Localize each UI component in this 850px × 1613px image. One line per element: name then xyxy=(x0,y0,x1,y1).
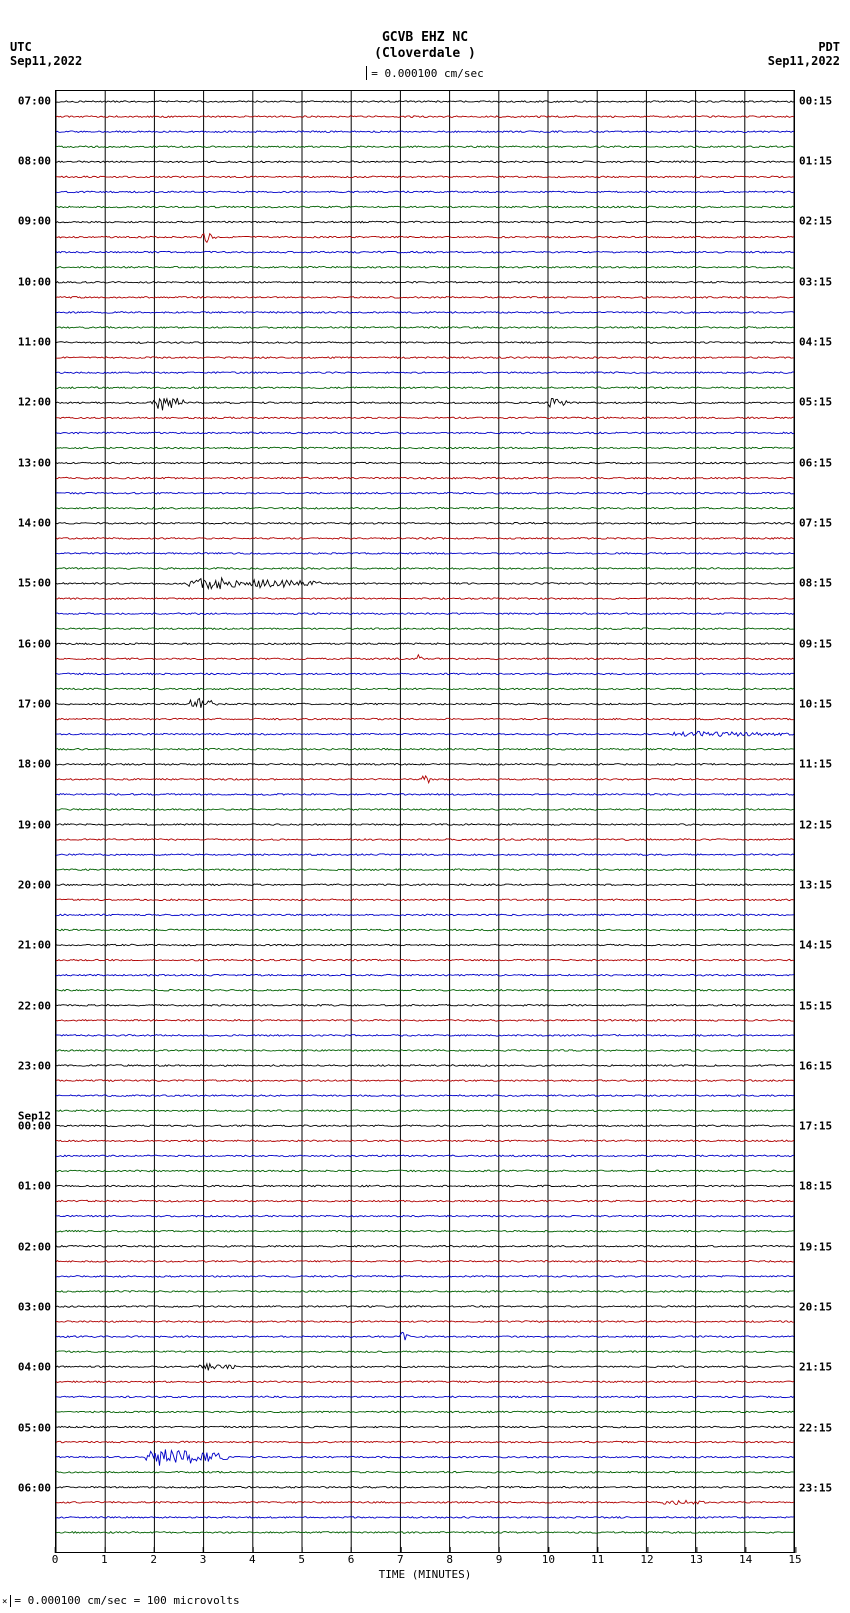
right-hour-label: 11:15 xyxy=(799,758,832,771)
right-hour-label: 08:15 xyxy=(799,577,832,590)
right-hour-label: 04:15 xyxy=(799,335,832,348)
helicorder-plot xyxy=(55,90,795,1553)
x-tick: 13 xyxy=(690,1553,703,1566)
x-tick: 1 xyxy=(101,1553,108,1566)
helicorder-svg xyxy=(56,91,794,1552)
right-hour-label: 01:15 xyxy=(799,154,832,167)
x-tick: 0 xyxy=(52,1553,59,1566)
left-hour-label: 21:00 xyxy=(18,939,51,952)
right-hour-label: 07:15 xyxy=(799,516,832,529)
right-hour-label: 14:15 xyxy=(799,939,832,952)
right-hour-label: 15:15 xyxy=(799,999,832,1012)
right-hour-label: 22:15 xyxy=(799,1421,832,1434)
right-hour-label: 18:15 xyxy=(799,1180,832,1193)
left-hour-label: 12:00 xyxy=(18,396,51,409)
x-tick: 5 xyxy=(298,1553,305,1566)
left-hour-label: 13:00 xyxy=(18,456,51,469)
left-hour-label: 15:00 xyxy=(18,577,51,590)
left-tz: UTC xyxy=(10,40,82,54)
x-tick: 8 xyxy=(446,1553,453,1566)
left-hour-label: 23:00 xyxy=(18,1059,51,1072)
x-tick: 15 xyxy=(788,1553,801,1566)
left-hour-label: 09:00 xyxy=(18,215,51,228)
x-tick: 9 xyxy=(496,1553,503,1566)
right-hour-label: 00:15 xyxy=(799,94,832,107)
x-tick: 11 xyxy=(591,1553,604,1566)
x-tick: 4 xyxy=(249,1553,256,1566)
x-tick: 2 xyxy=(150,1553,157,1566)
left-date: Sep11,2022 xyxy=(10,54,82,68)
left-hour-label: 11:00 xyxy=(18,335,51,348)
x-axis: TIME (MINUTES) 0123456789101112131415 xyxy=(55,1553,795,1583)
right-tz: PDT xyxy=(768,40,840,54)
left-hour-label: 08:00 xyxy=(18,154,51,167)
x-tick: 7 xyxy=(397,1553,404,1566)
right-hour-label: 06:15 xyxy=(799,456,832,469)
right-timezone-block: PDT Sep11,2022 xyxy=(768,40,840,68)
left-timezone-block: UTC Sep11,2022 xyxy=(10,40,82,68)
x-axis-title: TIME (MINUTES) xyxy=(55,1568,795,1581)
left-hour-label: 18:00 xyxy=(18,758,51,771)
x-tick: 3 xyxy=(200,1553,207,1566)
right-hour-label: 20:15 xyxy=(799,1301,832,1314)
left-hour-label: 05:00 xyxy=(18,1421,51,1434)
right-hour-label: 03:15 xyxy=(799,275,832,288)
right-hour-label: 12:15 xyxy=(799,818,832,831)
left-hour-label: 17:00 xyxy=(18,697,51,710)
right-hour-label: 21:15 xyxy=(799,1361,832,1374)
header: GCVB EHZ NC (Cloverdale ) = 0.000100 cm/… xyxy=(0,0,850,85)
footer-scale-note: ×= 0.000100 cm/sec = 100 microvolts xyxy=(2,1594,240,1607)
left-hour-label: 04:00 xyxy=(18,1361,51,1374)
station-location: (Cloverdale ) xyxy=(0,46,850,61)
left-hour-label: 16:00 xyxy=(18,637,51,650)
left-hour-label: 19:00 xyxy=(18,818,51,831)
right-hour-label: 09:15 xyxy=(799,637,832,650)
x-tick: 14 xyxy=(739,1553,752,1566)
station-title: GCVB EHZ NC xyxy=(0,0,850,46)
left-hour-label: 14:00 xyxy=(18,516,51,529)
left-hour-label: 00:00 xyxy=(18,1120,51,1133)
x-tick: 10 xyxy=(542,1553,555,1566)
right-time-axis: 00:15 01:15 02:15 03:15 04:15 05:15 06:15 07:15… xyxy=(795,90,850,1553)
right-hour-label: 23:15 xyxy=(799,1482,832,1495)
left-hour-label: 03:00 xyxy=(18,1301,51,1314)
right-hour-label: 05:15 xyxy=(799,396,832,409)
right-date: Sep11,2022 xyxy=(768,54,840,68)
x-tick: 12 xyxy=(640,1553,653,1566)
left-hour-label: 01:00 xyxy=(18,1180,51,1193)
left-hour-label: 07:00 xyxy=(18,94,51,107)
right-hour-label: 02:15 xyxy=(799,215,832,228)
right-hour-label: 17:15 xyxy=(799,1120,832,1133)
x-tick: 6 xyxy=(348,1553,355,1566)
left-time-axis: 07:00 08:00 09:00 10:00 11:00 12:00 13:00 14:00… xyxy=(0,90,55,1553)
left-hour-label: 10:00 xyxy=(18,275,51,288)
right-hour-label: 19:15 xyxy=(799,1240,832,1253)
left-hour-label: 20:00 xyxy=(18,878,51,891)
left-hour-label: 06:00 xyxy=(18,1482,51,1495)
right-hour-label: 16:15 xyxy=(799,1059,832,1072)
left-hour-label: 02:00 xyxy=(18,1240,51,1253)
scale-indicator: = 0.000100 cm/sec xyxy=(0,67,850,81)
right-hour-label: 13:15 xyxy=(799,878,832,891)
right-hour-label: 10:15 xyxy=(799,697,832,710)
left-hour-label: 22:00 xyxy=(18,999,51,1012)
